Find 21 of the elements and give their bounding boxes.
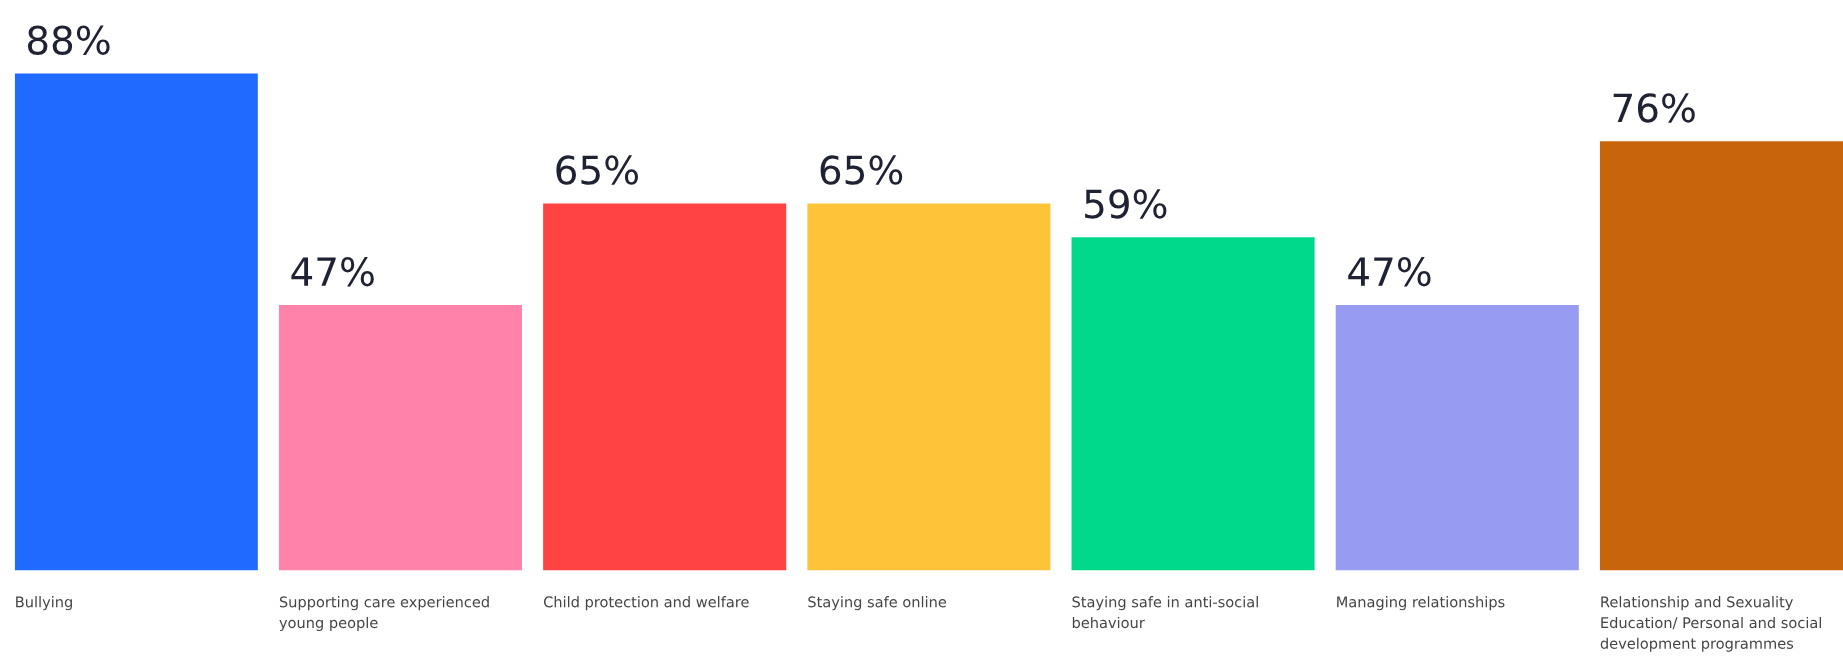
bar	[14, 73, 258, 571]
x-tick-label: Child protection and welfare	[543, 596, 749, 611]
bar	[1599, 141, 1843, 571]
x-tick-label: Staying safe online	[808, 596, 947, 611]
bar	[807, 203, 1051, 571]
bar	[278, 305, 523, 571]
data-label: 76%	[1613, 93, 1695, 123]
x-tick-label: Managing relationships	[1337, 596, 1505, 611]
data-label: 65%	[556, 155, 638, 185]
bar	[543, 203, 787, 571]
bar	[1335, 305, 1579, 571]
bar	[1071, 237, 1315, 571]
x-tick-label: Bullying	[16, 596, 72, 611]
data-label: 47%	[291, 256, 374, 287]
data-label: 59%	[1085, 189, 1167, 219]
x-tick-label: Staying safe in anti-social behaviour	[1072, 596, 1258, 629]
x-tick-label: Relationship and Sexuality Education/ Personal and social development programmes	[1600, 596, 1821, 652]
x-tick-label: Supporting care experienced young people	[279, 596, 489, 631]
data-label: 88%	[27, 25, 110, 55]
data-label: 47%	[1348, 256, 1431, 287]
data-label: 65%	[820, 155, 903, 185]
